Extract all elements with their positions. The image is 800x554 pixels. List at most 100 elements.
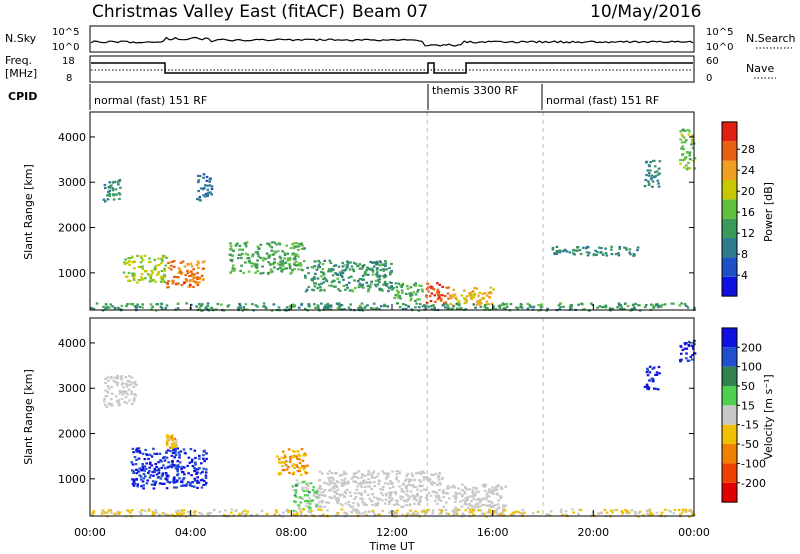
data-cell [680,141,684,144]
data-cell [196,281,199,284]
data-cell [331,481,334,484]
data-cell [356,280,360,283]
data-cell [290,305,294,308]
data-cell [125,385,129,388]
data-cell [129,381,133,384]
data-cell [317,266,320,269]
data-cell [143,270,147,273]
data-cell [124,390,128,393]
data-cell [691,511,695,514]
data-cell [473,286,476,290]
data-cell [190,460,194,463]
data-cell [438,496,441,499]
data-cell [293,253,297,256]
data-cell [483,292,487,295]
data-cell [197,266,200,269]
data-cell [140,257,143,260]
data-cell [264,257,267,260]
data-cell [311,277,314,280]
data-cell [256,305,259,308]
data-cell [190,485,194,488]
data-cell [498,306,502,309]
data-cell [131,482,135,485]
data-cell [450,486,454,489]
data-cell [175,438,178,442]
data-cell [154,482,157,485]
data-cell [373,513,377,516]
data-cell [304,472,308,475]
data-cell [137,457,141,460]
data-cell [446,485,450,488]
data-cell [193,477,197,480]
data-cell [384,477,388,480]
data-cell [276,455,279,458]
data-cell [153,483,156,486]
colorbar-frame [721,121,738,297]
data-cell [199,199,202,202]
data-cell [368,286,372,289]
data-cell [204,471,208,474]
data-cell [131,469,134,472]
data-cell [397,282,401,285]
data-cell [334,272,337,275]
data-cell [427,290,430,293]
data-cell [431,512,434,515]
data-cell [239,306,243,309]
data-cell [438,296,441,299]
data-cell [165,456,169,459]
data-cell [106,391,110,394]
data-cell [451,510,455,513]
data-cell [160,460,163,463]
data-cell [373,476,377,479]
data-cell [330,472,333,475]
data-cell [178,456,181,459]
data-cell [325,482,329,485]
data-cell [173,476,176,479]
data-cell [237,257,240,260]
data-cell [273,513,277,516]
data-cell [463,297,466,300]
data-cell [183,466,186,469]
data-cell [190,303,193,306]
data-cell [619,307,622,310]
data-cell [246,510,249,513]
data-cell [105,405,109,408]
data-cell [297,248,300,252]
data-cell [553,252,557,256]
data-cell [577,303,580,306]
data-cell [388,511,392,514]
data-cell [174,467,177,470]
data-cell [280,262,283,265]
data-cell [382,275,385,278]
data-cell [279,472,282,475]
data-cell [166,434,169,437]
data-cell [465,503,468,506]
data-cell [352,475,355,478]
data-cell [297,268,300,271]
data-cell [647,386,651,389]
data-cell [177,282,180,285]
data-cell [369,283,373,286]
data-cell [116,381,119,384]
data-cell [176,468,179,471]
data-cell [164,472,168,475]
data-cell [160,466,163,469]
data-cell [322,513,325,516]
data-cell [104,200,107,203]
data-cell [495,492,499,495]
data-cell [182,484,186,487]
data-cell [198,195,202,199]
data-cell [198,281,201,284]
data-cell [141,452,145,455]
data-cell [180,484,183,487]
data-cell [307,285,311,289]
data-cell [374,502,378,505]
data-cell [304,290,308,293]
data-cell [537,304,540,307]
data-cell [136,483,139,486]
data-cell [201,478,204,481]
data-cell [175,464,179,467]
data-cell [392,515,395,518]
data-cell [485,495,489,498]
data-cell [300,303,303,306]
